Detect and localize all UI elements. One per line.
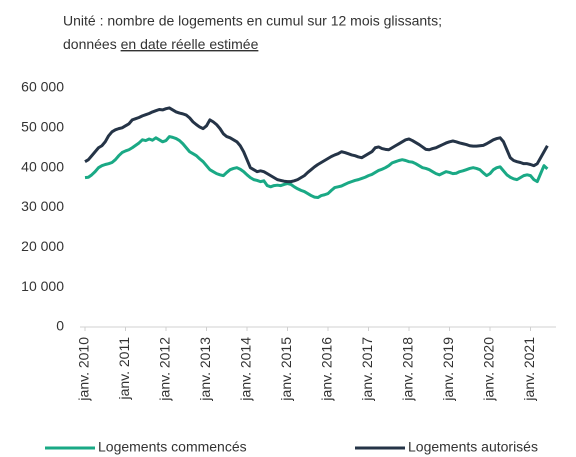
series-line xyxy=(84,135,549,200)
x-tick-label: janv. 2019 xyxy=(440,337,456,402)
x-tick-label: janv. 2021 xyxy=(521,337,537,402)
subtitle-text: données xyxy=(63,36,117,52)
x-tick-label: janv. 2020 xyxy=(481,337,497,402)
x-tick-label: janv. 2014 xyxy=(238,337,254,402)
subtitle-line: données en date réelle estimée xyxy=(63,36,259,52)
y-tick-label: 40 000 xyxy=(21,158,64,174)
subtitle-line: Unité : nombre de logements en cumul sur… xyxy=(63,13,442,29)
x-tick-label: janv. 2017 xyxy=(359,337,375,402)
x-tick-label: janv. 2010 xyxy=(76,337,92,402)
y-tick-label: 0 xyxy=(56,318,64,334)
y-tick-label: 10 000 xyxy=(21,278,64,294)
x-tick-label: janv. 2013 xyxy=(197,337,213,402)
legend-label: Logements commencés xyxy=(98,439,247,455)
y-tick-label: 20 000 xyxy=(21,238,64,254)
x-tick-label: janv. 2016 xyxy=(319,337,335,402)
series-line xyxy=(84,106,549,184)
x-tick-label: janv. 2018 xyxy=(400,337,416,402)
legend-label: Logements autorisés xyxy=(408,439,538,455)
x-tick-label: janv. 2015 xyxy=(278,337,294,402)
y-tick-label: 30 000 xyxy=(21,198,64,214)
y-tick-label: 60 000 xyxy=(21,79,64,95)
subtitle-link: en date réelle estimée xyxy=(121,36,259,52)
x-tick-label: janv. 2012 xyxy=(157,337,173,402)
y-tick-label: 50 000 xyxy=(21,119,64,135)
x-tick-label: janv. 2011 xyxy=(116,337,132,401)
